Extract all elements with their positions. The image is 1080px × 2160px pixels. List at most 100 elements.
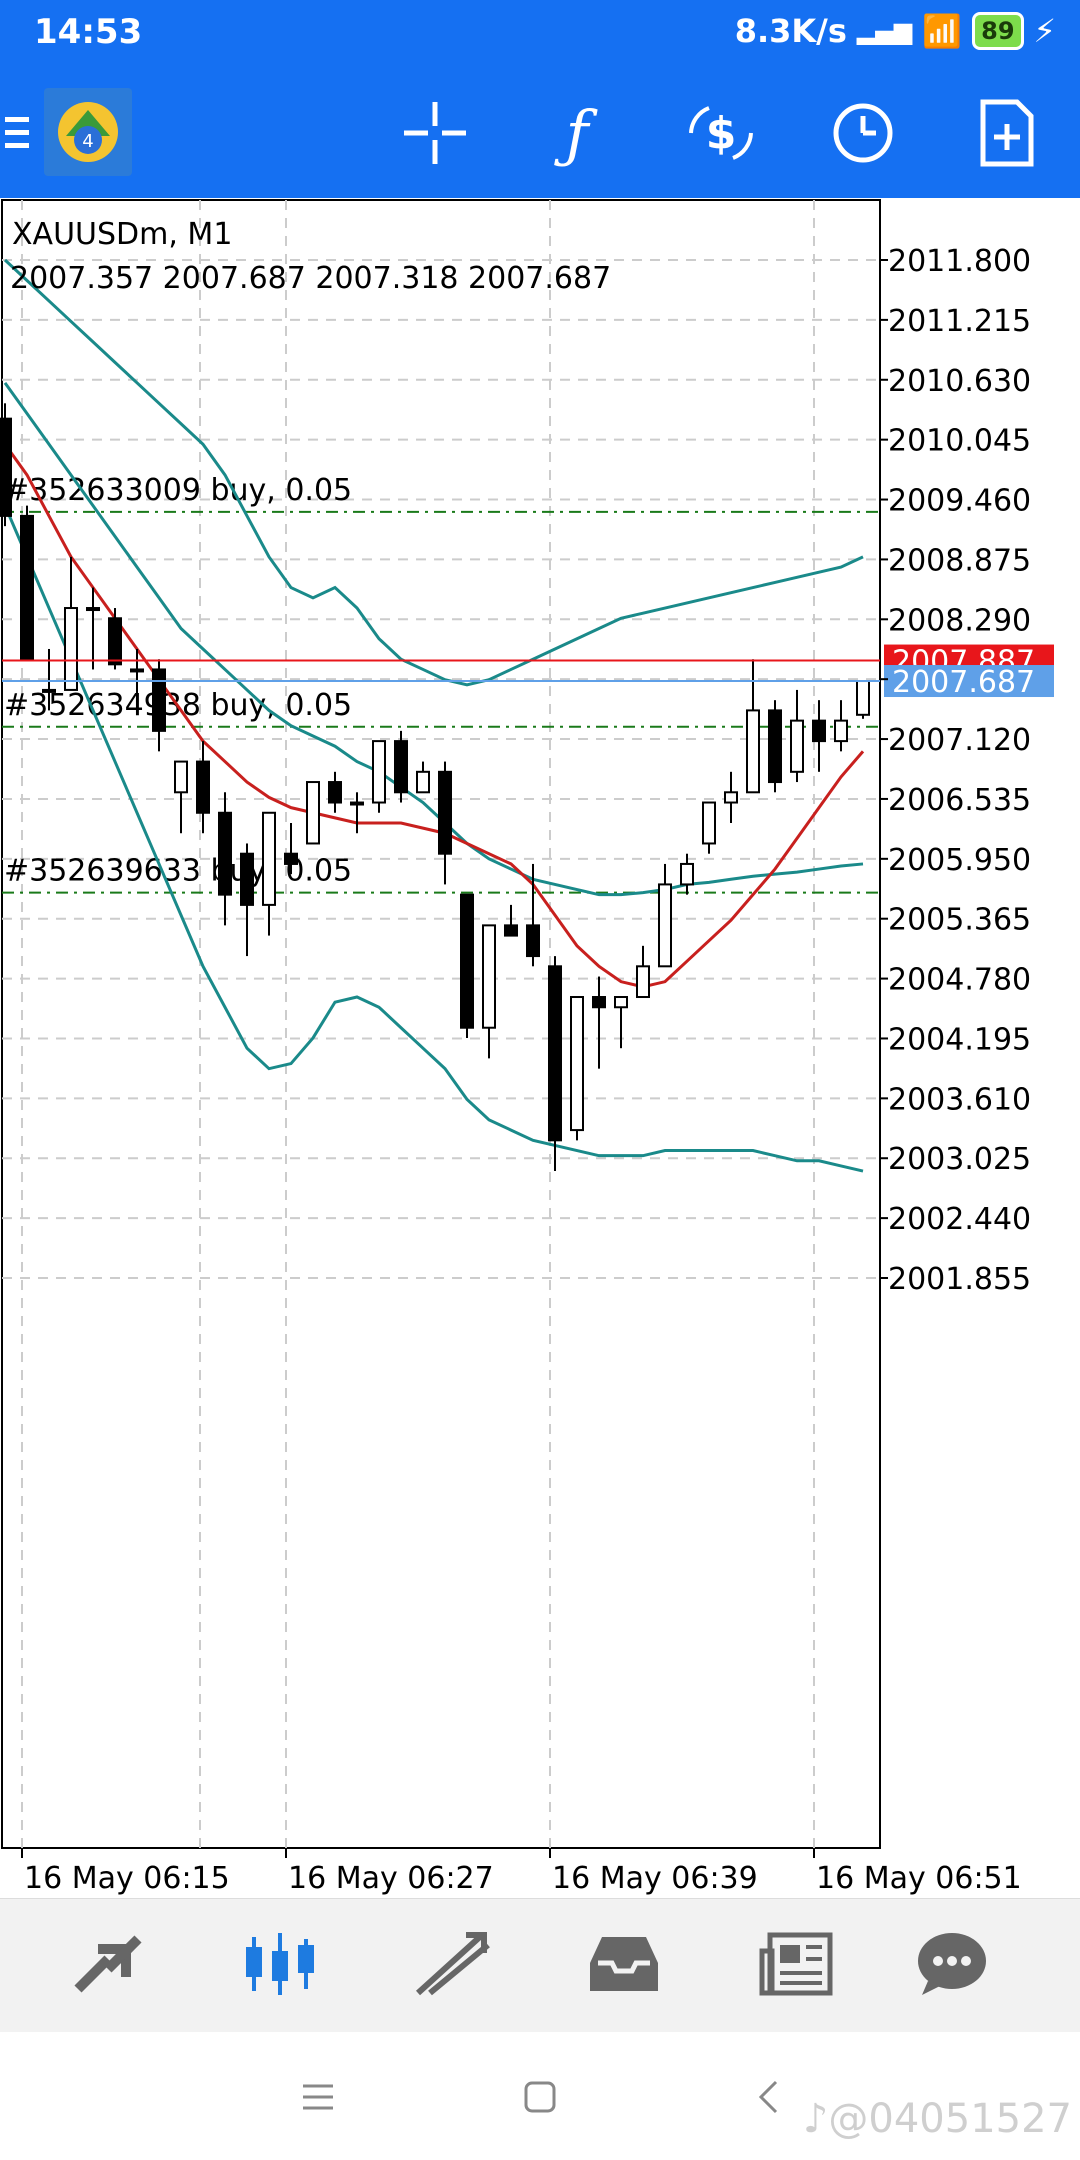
status-bar: 14:53 8.3K/s ▂▄▆ 📶 89 ⚡ [0, 0, 1080, 66]
y-tick-label: 2004.780 [888, 963, 1031, 998]
y-tick-label: 2009.460 [888, 484, 1031, 519]
candle-body [438, 770, 452, 855]
y-tick-label: 2011.215 [888, 304, 1031, 339]
candle-body [218, 811, 232, 896]
y-tick-label: 2003.610 [888, 1082, 1031, 1117]
candle-body [20, 514, 34, 661]
status-right: 8.3K/s ▂▄▆ 📶 89 ⚡ [735, 12, 1056, 50]
candle-body [526, 924, 540, 958]
x-tick-label: 16 May 06:39 [552, 1861, 758, 1896]
y-tick-label: 2011.800 [888, 244, 1031, 279]
order-label: #352633009 buy, 0.05 [4, 473, 352, 508]
y-tick-label: 2001.855 [888, 1262, 1031, 1297]
back-icon[interactable] [738, 2072, 798, 2122]
candle-body [350, 801, 364, 806]
signal-icon: ▂▄▆ [856, 17, 913, 45]
bollinger-upper-line [3, 258, 864, 687]
candle-body [592, 996, 606, 1009]
y-tick-label: 2002.440 [888, 1202, 1031, 1237]
candle-body [812, 719, 826, 743]
candle-body [548, 965, 562, 1142]
status-time: 14:53 [34, 12, 143, 52]
candle-body [262, 811, 276, 906]
timeframe-clock-icon[interactable] [818, 88, 908, 178]
candle-body [416, 770, 430, 794]
bottom-nav [0, 1898, 1080, 2033]
chart-area[interactable]: #352633009 buy, 0.05 #352634938 buy, 0.05… [0, 198, 1080, 1898]
metatrader-logo-icon: 4 [44, 88, 132, 176]
svg-text:4: 4 [82, 131, 93, 152]
bollinger-middle-line [3, 381, 864, 897]
y-tick-label: 2003.025 [888, 1142, 1031, 1177]
candle-body [768, 709, 782, 784]
wifi-icon: 📶 [922, 12, 963, 50]
indicators-icon[interactable]: ƒ [565, 96, 589, 170]
x-tick-label: 16 May 06:27 [288, 1861, 494, 1896]
candle-body [790, 719, 804, 773]
candle-body [64, 607, 78, 691]
nav-news-icon[interactable] [746, 1919, 846, 2009]
candle-body [614, 996, 628, 1009]
order-label: #352639633 buy, 0.05 [4, 854, 352, 889]
system-nav: ♪@04051527 [0, 2032, 1080, 2160]
candle-body [680, 862, 694, 886]
y-tick-label: 2007.120 [888, 723, 1031, 758]
nav-history-icon[interactable] [402, 1919, 502, 2009]
candle-body [130, 668, 144, 673]
candle-body [372, 740, 386, 804]
candle-body [196, 760, 210, 814]
toolbar: 4 ƒ $ [0, 66, 1080, 198]
price-chart[interactable]: #352633009 buy, 0.05#352634938 buy, 0.05… [0, 198, 1080, 1898]
candle-body [856, 680, 870, 716]
y-tick-label: 2004.195 [888, 1022, 1031, 1057]
symbol-title: XAUUSDm, M1 [12, 217, 232, 252]
price-marker-box [884, 665, 1054, 698]
recents-icon[interactable] [288, 2072, 348, 2122]
y-tick-label: 2005.950 [888, 843, 1031, 878]
y-tick-label: 2010.045 [888, 424, 1031, 459]
candle-body [746, 709, 760, 794]
plot-frame [1, 199, 881, 1849]
x-tick-label: 16 May 06:15 [24, 1861, 230, 1896]
candle-body [658, 883, 672, 968]
candle-body [702, 801, 716, 845]
price-marker-label: 2007.687 [892, 665, 1035, 700]
network-speed: 8.3K/s [734, 12, 847, 50]
crosshair-icon[interactable] [390, 88, 480, 178]
candle-body [240, 852, 254, 906]
candle-body [306, 781, 320, 845]
watermark-text: ♪@04051527 [802, 2096, 1072, 2142]
candle-body [460, 893, 474, 1029]
candle-body [504, 924, 518, 937]
y-tick-label: 2010.630 [888, 364, 1031, 399]
nav-trade-icon[interactable] [58, 1919, 158, 2009]
candle-body [394, 740, 408, 794]
candle-body [284, 852, 298, 865]
candle-body [152, 668, 166, 732]
nav-inbox-icon[interactable] [574, 1919, 674, 2009]
symbols-icon[interactable]: $ [676, 88, 766, 178]
battery-icon: 89 [972, 12, 1024, 50]
candle-body [0, 417, 12, 517]
candle-body [636, 965, 650, 999]
candle-body [834, 719, 848, 743]
candle-body [174, 760, 188, 794]
candle-body [570, 996, 584, 1132]
candle-body [328, 781, 342, 804]
y-tick-label: 2006.535 [888, 783, 1031, 818]
menu-icon[interactable] [0, 88, 40, 178]
nav-chart-icon[interactable] [230, 1919, 330, 2009]
y-tick-label: 2008.290 [888, 603, 1031, 638]
home-icon[interactable] [510, 2072, 570, 2122]
candle-body [482, 924, 496, 1029]
x-tick-label: 16 May 06:51 [816, 1861, 1022, 1896]
y-tick-label: 2005.365 [888, 903, 1031, 938]
charging-icon: ⚡ [1033, 12, 1056, 50]
bollinger-lower-line [3, 505, 864, 1173]
moving-average-line [3, 443, 865, 989]
candle-body [42, 688, 56, 693]
svg-text:$: $ [706, 108, 737, 159]
candle-body [724, 791, 738, 804]
new-order-icon[interactable] [962, 88, 1052, 178]
nav-chat-icon[interactable] [902, 1919, 1002, 2009]
